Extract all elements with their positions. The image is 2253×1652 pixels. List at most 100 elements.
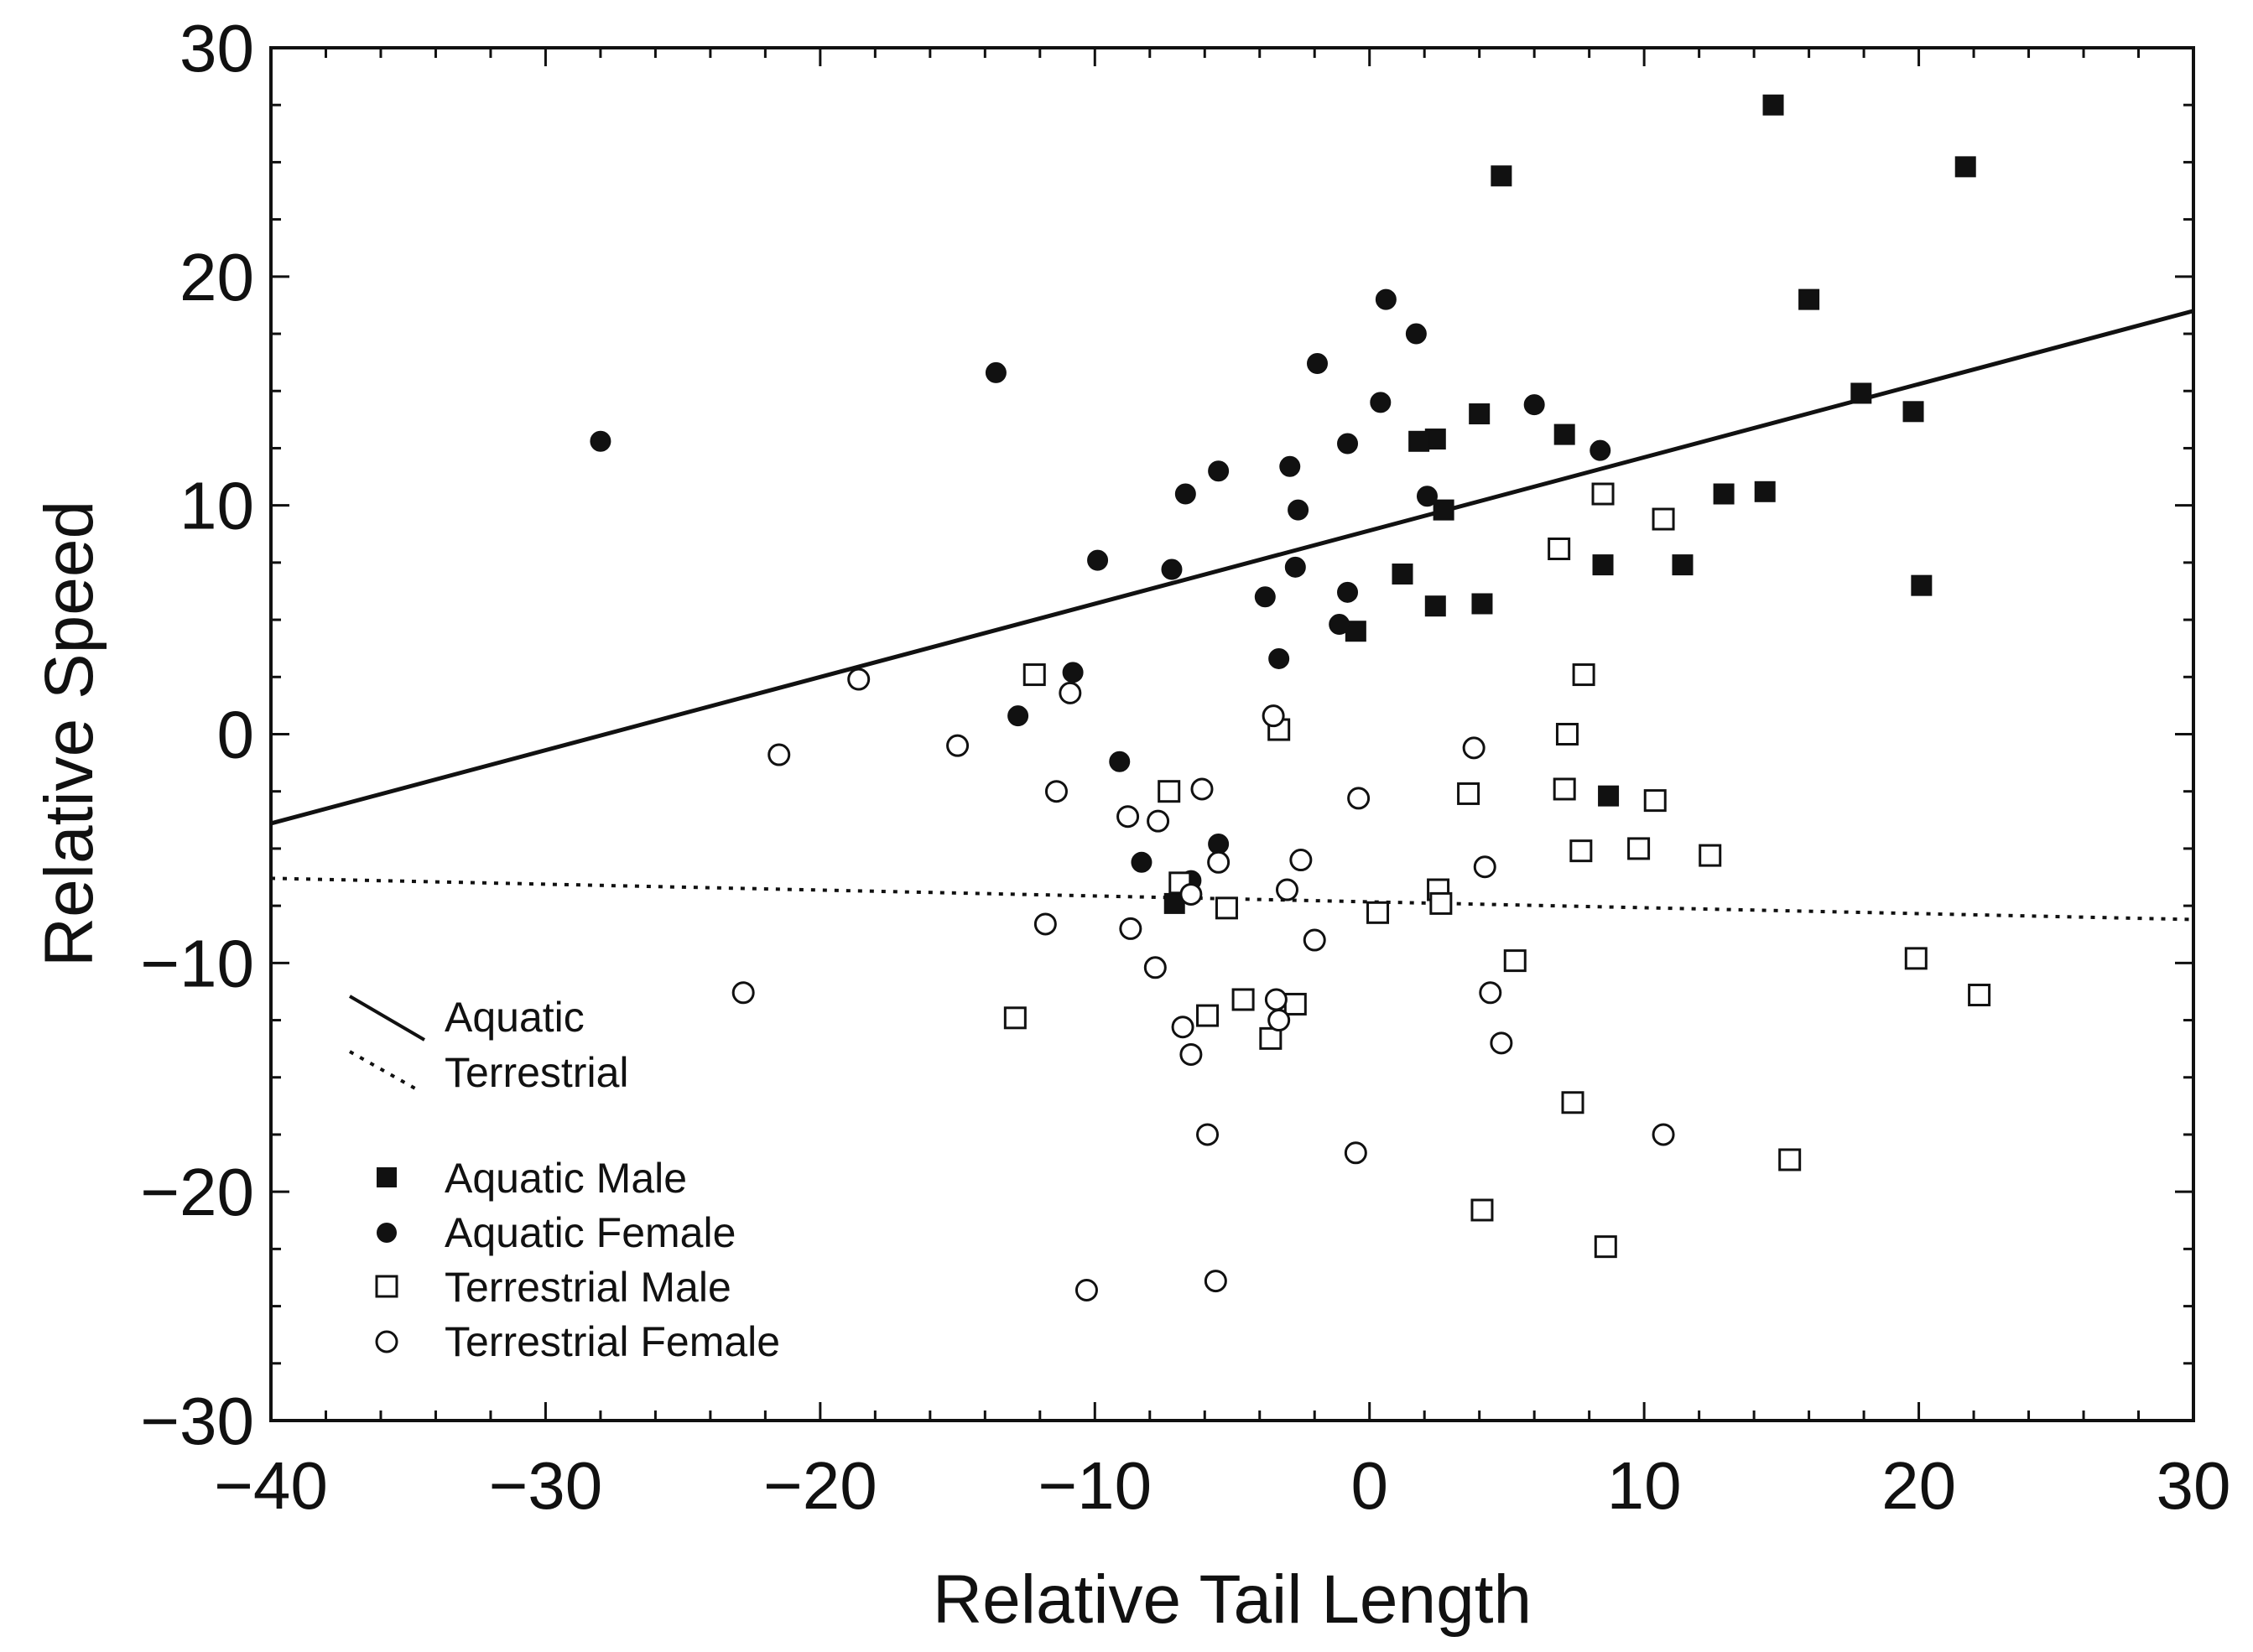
aquatic-female-point [1337,581,1359,603]
y-tick-label: 20 [180,240,254,314]
x-tick-label: 10 [1607,1448,1682,1523]
data-points [590,94,1991,1301]
terrestrial-female-point [1462,736,1486,760]
terrestrial-male-point [1904,947,1928,970]
terrestrial-male-point [1569,839,1593,863]
aquatic-female-point [1288,499,1309,521]
aquatic-female-point [1174,483,1196,505]
terrestrial-male-point [1572,663,1595,687]
terrestrial-female-point [1179,882,1203,906]
aquatic-male-point [1392,564,1413,585]
terrestrial-female-point [1347,787,1371,810]
terrestrial-male-point [1003,1006,1027,1030]
aquatic-female-point [1109,751,1131,772]
terrestrial-male-point [1699,844,1722,867]
aquatic-female-point [1208,460,1230,482]
legend-terrestrial-male-label: Terrestrial Male [445,1264,731,1311]
aquatic-female-point [1416,486,1438,507]
legend-terrestrial-male-marker [375,1275,398,1298]
terrestrial-male-point [1158,780,1181,803]
aquatic-female-point [1307,353,1329,375]
aquatic-male-point [1592,554,1614,576]
terrestrial-female-point [1119,917,1142,940]
terrestrial-female-point [1473,855,1496,879]
aquatic-female-point [1523,394,1545,416]
y-tick-label: 0 [217,698,255,772]
aquatic-male-point [1469,403,1491,425]
terrestrial-female-point [1490,1031,1513,1055]
legend-aquatic-male-label: Aquatic Male [445,1155,687,1202]
terrestrial-male-point [1555,723,1579,745]
terrestrial-male-point [1643,789,1667,813]
aquatic-female-point [1329,614,1350,636]
legend: Aquatic Terrestrial Aquatic Male Aquatic… [348,994,780,1365]
terrestrial-male-point [1231,988,1255,1011]
terrestrial-female-point [1652,1123,1675,1146]
aquatic-female-point [1087,549,1109,571]
terrestrial-female-point [1033,912,1057,936]
terrestrial-female-point [1116,805,1140,829]
terrestrial-female-point [1059,681,1082,704]
aquatic-female-point [590,430,611,452]
terrestrial-male-point [1594,1235,1617,1259]
terrestrial-female-point [731,981,755,1005]
aquatic-male-point [1424,595,1446,617]
x-axis-title: Relative Tail Length [933,1561,1532,1638]
x-tick-label: −30 [489,1448,603,1523]
aquatic-female-point [1590,439,1611,461]
terrestrial-female-point [1044,780,1068,803]
axis-ticks [269,46,2195,1422]
aquatic-female-point [1279,455,1301,477]
aquatic-male-point [1598,785,1620,807]
aquatic-female-point [1062,662,1084,683]
terrestrial-female-point [1190,777,1214,801]
aquatic-male-point [1433,499,1454,521]
aquatic-female-point [1405,323,1427,345]
aquatic-male-point [1911,574,1933,596]
terrestrial-male-point [1429,891,1453,915]
aquatic-female-point [1254,586,1276,608]
terrestrial-male-point [1591,482,1615,506]
x-tick-label: 20 [1881,1448,1956,1523]
aquatic-female-point [985,361,1007,383]
legend-aquatic-female-marker [377,1223,397,1243]
terrestrial-male-point [1548,538,1571,561]
aquatic-male-point [1954,156,1976,178]
x-tick-label: 0 [1350,1448,1388,1523]
aquatic-female-point [1007,705,1029,727]
terrestrial-female-point [1179,1042,1203,1066]
x-tick-label: −40 [214,1448,328,1523]
terrestrial-female-point [1262,704,1285,728]
x-tick-label: 30 [2157,1448,2231,1523]
terrestrial-male-point [1553,777,1576,801]
terrestrial-female-point [1479,981,1502,1005]
x-tick-label: −20 [763,1448,877,1523]
terrestrial-female-point [1196,1123,1220,1146]
y-axis-title: Relative Speed [31,501,107,967]
terrestrial-male-point [1022,663,1046,687]
terrestrial-female-point [1204,1270,1227,1293]
aquatic-male-point [1553,423,1575,445]
terrestrial-female-point [1264,988,1288,1011]
terrestrial-female-point [1207,850,1231,874]
aquatic-female-point [1268,647,1290,669]
terrestrial-female-point [1303,928,1326,952]
terrestrial-female-point [1267,1009,1291,1032]
terrestrial-male-point [1778,1148,1802,1171]
terrestrial-female-point [1344,1141,1367,1165]
x-tick-label: −10 [1038,1448,1152,1523]
aquatic-female-point [1337,433,1359,455]
terrestrial-male-point [1561,1091,1584,1114]
legend-terrestrial-line [349,1050,416,1090]
terrestrial-male-point [1457,782,1480,805]
y-tick-label: −20 [140,1155,254,1229]
aquatic-male-point [1408,430,1430,452]
aquatic-male-point [1471,593,1493,615]
terrestrial-regression-line [270,876,2194,922]
y-tick-label: 10 [180,469,254,543]
terrestrial-male-point [1652,507,1675,531]
aquatic-male-point [1902,401,1924,423]
terrestrial-male-point [1196,1004,1220,1027]
